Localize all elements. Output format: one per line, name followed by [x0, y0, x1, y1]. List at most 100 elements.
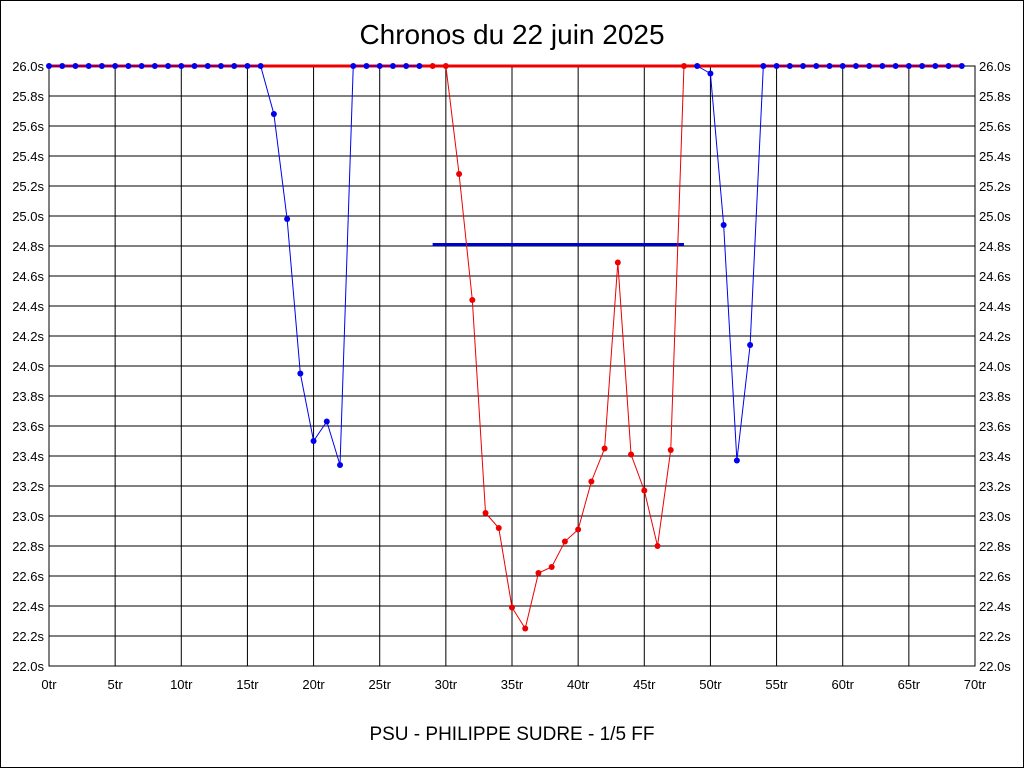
y-tick-label-left: 25.8s [12, 89, 44, 104]
y-tick-label-right: 22.4s [979, 599, 1011, 614]
y-tick-label-left: 23.4s [12, 449, 44, 464]
data-point [852, 63, 859, 69]
data-point [588, 478, 595, 485]
data-point [813, 63, 820, 69]
data-point [178, 63, 185, 69]
data-point [191, 63, 198, 69]
y-tick-label-right: 23.2s [979, 479, 1011, 494]
data-point [628, 451, 635, 458]
y-tick-label-left: 22.4s [12, 599, 44, 614]
data-point [165, 63, 172, 69]
data-point [945, 63, 952, 69]
reference-lines [49, 64, 962, 246]
y-tick-label-left: 23.6s [12, 419, 44, 434]
series-line [432, 65, 685, 630]
data-point [786, 63, 793, 69]
y-tick-label-left: 24.0s [12, 359, 44, 374]
data-point [138, 63, 145, 69]
data-point [151, 63, 158, 69]
data-point [482, 510, 489, 516]
x-tick-label: 35tr [501, 677, 524, 692]
data-point [112, 63, 119, 69]
grid [48, 65, 976, 667]
data-point [694, 63, 701, 69]
x-tick-label: 5tr [108, 677, 124, 692]
data-point [733, 457, 740, 464]
series [46, 63, 423, 468]
x-tick-label: 50tr [699, 677, 722, 692]
y-tick-label-right: 25.6s [979, 119, 1011, 134]
data-point [614, 259, 621, 266]
x-tick-label: 30tr [435, 677, 458, 692]
data-point [429, 63, 436, 69]
data-point [217, 63, 224, 69]
x-tick-label: 40tr [567, 677, 590, 692]
y-tick-label-left: 23.2s [12, 479, 44, 494]
data-point [509, 604, 515, 611]
data-point [270, 111, 277, 117]
data-point [826, 63, 833, 69]
x-tick-label: 20tr [302, 677, 325, 692]
data-point [548, 564, 555, 570]
data-point [958, 63, 965, 69]
data-point [919, 63, 926, 69]
y-tick-label-left: 22.2s [12, 629, 44, 644]
y-tick-label-right: 22.2s [979, 629, 1011, 644]
data-point [535, 570, 542, 576]
data-point [310, 438, 317, 444]
data-point [839, 63, 846, 69]
data-point [773, 63, 780, 69]
y-tick-label-right: 25.0s [979, 209, 1011, 224]
data-point [416, 63, 423, 69]
data-point [59, 63, 66, 69]
x-tick-label: 0tr [41, 677, 57, 692]
data-point [575, 526, 582, 533]
y-tick-label-right: 25.8s [979, 89, 1011, 104]
data-point [46, 63, 52, 69]
x-tick-label: 60tr [832, 677, 855, 692]
data-point [641, 487, 648, 494]
series-layer [46, 63, 965, 632]
x-tick-label: 70tr [964, 677, 987, 692]
x-tick-label: 45tr [633, 677, 656, 692]
x-tick-label: 10tr [170, 677, 193, 692]
chart-title: Chronos du 22 juin 2025 [359, 19, 664, 50]
data-point [244, 63, 251, 69]
data-point [125, 63, 132, 69]
data-point [760, 63, 767, 69]
data-point [231, 63, 238, 69]
y-tick-label-left: 25.2s [12, 179, 44, 194]
data-point [601, 445, 608, 452]
y-tick-label-right: 23.0s [979, 509, 1011, 524]
data-point [800, 63, 807, 69]
data-point [323, 418, 330, 425]
y-tick-label-right: 22.8s [979, 539, 1011, 554]
chart-subtitle: PSU - PHILIPPE SUDRE - 1/5 FF [369, 724, 654, 745]
y-tick-label-left: 22.8s [12, 539, 44, 554]
series [429, 63, 687, 632]
data-point [376, 63, 383, 69]
data-point [707, 70, 714, 77]
y-tick-label-right: 22.0s [979, 659, 1011, 674]
y-tick-label-left: 24.6s [12, 269, 44, 284]
y-tick-label-left: 24.8s [12, 239, 44, 254]
y-tick-label-right: 22.6s [979, 569, 1011, 584]
series [694, 63, 965, 464]
data-point [892, 63, 899, 69]
data-point [403, 63, 410, 69]
y-tick-label-left: 23.8s [12, 389, 44, 404]
data-point [495, 525, 502, 531]
data-point [284, 216, 291, 222]
data-point [389, 63, 396, 69]
y-tick-label-left: 22.0s [12, 659, 44, 674]
x-tick-label: 55tr [765, 677, 788, 692]
data-point [442, 63, 449, 69]
data-point [98, 63, 105, 69]
data-point [72, 63, 79, 69]
y-tick-label-left: 24.4s [12, 299, 44, 314]
y-tick-label-left: 23.0s [12, 509, 44, 524]
data-point [297, 370, 304, 377]
data-point [866, 63, 873, 69]
data-point [350, 63, 357, 69]
y-tick-label-left: 25.0s [12, 209, 44, 224]
